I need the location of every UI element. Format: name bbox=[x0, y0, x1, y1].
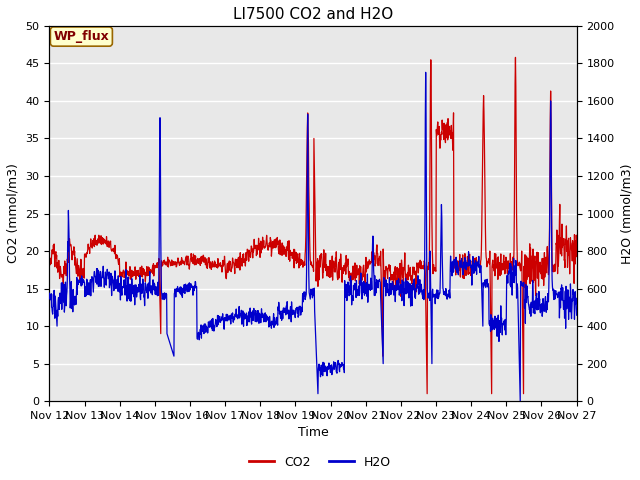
Y-axis label: H2O (mmol/m3): H2O (mmol/m3) bbox=[620, 163, 633, 264]
Title: LI7500 CO2 and H2O: LI7500 CO2 and H2O bbox=[233, 7, 393, 22]
X-axis label: Time: Time bbox=[298, 426, 328, 440]
Y-axis label: CO2 (mmol/m3): CO2 (mmol/m3) bbox=[7, 164, 20, 264]
Legend: CO2, H2O: CO2, H2O bbox=[244, 451, 396, 474]
Text: WP_flux: WP_flux bbox=[54, 30, 109, 43]
